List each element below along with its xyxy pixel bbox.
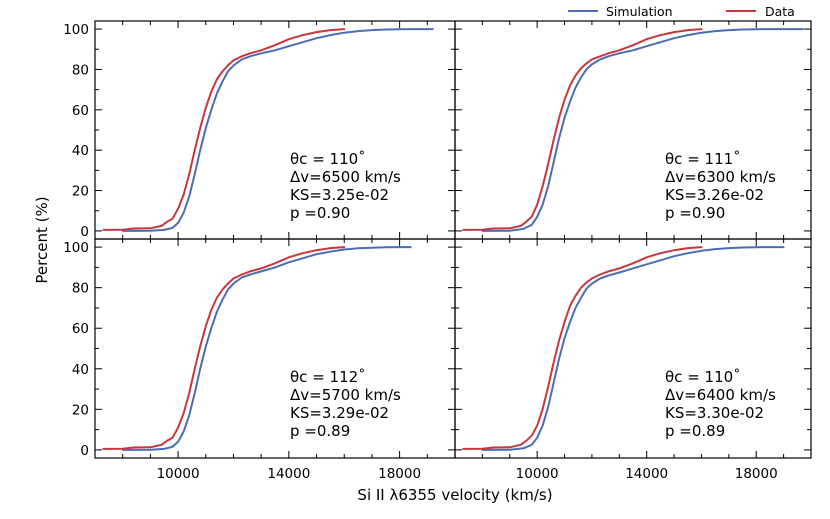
x-tick-label: 14000 — [625, 466, 668, 482]
y-tick-label: 100 — [63, 240, 89, 256]
panel-plot-area — [454, 20, 812, 240]
panel-frame — [94, 20, 456, 240]
panel-plot-area: 10000 14000 18000 0 20 40 60 80 100 — [63, 238, 456, 482]
annotation-ks: KS=3.30e-02 — [665, 404, 764, 422]
series-line-simulation — [481, 246, 785, 451]
x-tick-label: 10000 — [157, 466, 200, 482]
panel-bottom-right: 10000 14000 18000 θc = 110˚ Δv=6400 km/s K… — [454, 238, 812, 482]
y-tick-label: 0 — [80, 224, 89, 240]
series-line-simulation — [121, 28, 434, 232]
x-tick-label: 18000 — [735, 466, 778, 482]
panel-frame — [94, 238, 456, 459]
panel-frame — [454, 238, 812, 459]
y-tick-label: 20 — [72, 184, 89, 200]
y-tick-label: 80 — [72, 281, 89, 297]
annotation-theta: θc = 110˚ — [665, 368, 741, 386]
series-line-simulation — [121, 246, 412, 451]
legend-simulation-label: Simulation — [606, 4, 673, 19]
annotation-ks: KS=3.29e-02 — [290, 404, 389, 422]
annotation-dv: Δv=5700 km/s — [290, 386, 401, 404]
annotation-ks: KS=3.26e-02 — [665, 186, 764, 204]
y-tick-label: 100 — [63, 22, 89, 38]
panel-frame — [454, 20, 812, 240]
series-line-simulation — [481, 28, 804, 232]
panel-top-left: 0 20 40 60 80 100 θc = 110˚ Δv=6500 km/s KS=3… — [63, 20, 456, 240]
annotation-p: p =0.90 — [665, 204, 725, 222]
annotation-p: p =0.90 — [290, 204, 350, 222]
y-tick-label: 60 — [72, 103, 89, 119]
series-line-data — [462, 28, 703, 231]
annotation-dv: Δv=6500 km/s — [290, 168, 401, 186]
x-tick-label: 10000 — [516, 466, 559, 482]
annotation-p: p =0.89 — [665, 422, 725, 440]
series-line-data — [102, 246, 346, 450]
legend: Simulation Data — [568, 4, 795, 19]
x-axis-label: Si II λ6355 velocity (km/s) — [357, 486, 552, 504]
y-tick-label: 40 — [72, 362, 89, 378]
panel-top-right: θc = 111˚ Δv=6300 km/s KS=3.26e-02 p =0.… — [454, 20, 812, 240]
annotation-dv: Δv=6300 km/s — [665, 168, 776, 186]
legend-data-label: Data — [765, 4, 795, 19]
series-line-data — [462, 246, 703, 450]
annotation-dv: Δv=6400 km/s — [665, 386, 776, 404]
x-tick-label: 14000 — [267, 466, 310, 482]
series-line-data — [102, 28, 346, 231]
y-tick-label: 20 — [72, 402, 89, 418]
annotation-theta: θc = 110˚ — [290, 150, 366, 168]
y-axis-label: Percent (%) — [33, 196, 51, 283]
y-tick-label: 0 — [80, 443, 89, 459]
y-tick-label: 80 — [72, 62, 89, 78]
annotation-theta: θc = 111˚ — [665, 150, 741, 168]
x-tick-label: 18000 — [378, 466, 421, 482]
annotation-theta: θc = 112˚ — [290, 368, 366, 386]
y-tick-label: 60 — [72, 321, 89, 337]
panel-plot-area: 0 20 40 60 80 100 — [63, 20, 456, 240]
annotation-ks: KS=3.25e-02 — [290, 186, 389, 204]
panel-bottom-left: 10000 14000 18000 0 20 40 60 80 100 θc = 112˚ Δv… — [63, 238, 456, 482]
annotation-p: p =0.89 — [290, 422, 350, 440]
y-tick-label: 40 — [72, 143, 89, 159]
panel-plot-area: 10000 14000 18000 — [454, 238, 812, 482]
